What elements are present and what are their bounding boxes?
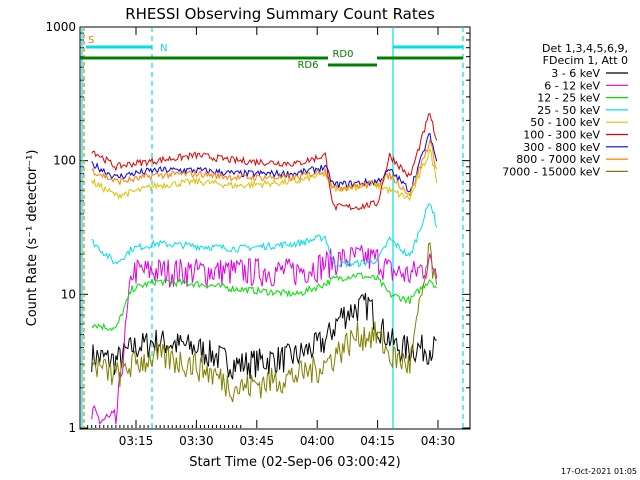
series-line-8 [91,242,438,403]
x-tick-label: 04:15 [360,434,395,448]
legend-header: FDecim 1, Att 0 [543,54,628,67]
legend-header: Det 1,3,4,5,6,9, [542,42,628,55]
y-axis-label: Count Rate (s⁻¹ detector⁻¹) [25,150,40,327]
y-tick-label: 100 [53,154,76,168]
annotation-s: S [88,35,94,46]
legend-label: 6 - 12 keV [544,79,600,92]
legend-label: 12 - 25 keV [537,92,600,105]
series-line-0 [91,292,437,380]
series-line-4 [91,146,438,202]
x-tick-label: 04:00 [300,434,335,448]
y-tick-label: 1 [68,421,76,435]
legend-label: 800 - 7000 keV [516,153,600,166]
y-tick-label: 10 [61,287,76,301]
x-tick-label: 03:30 [179,434,214,448]
series-line-3 [91,203,438,269]
legend-label: 50 - 100 keV [530,116,600,129]
legend-label: 7000 - 15000 keV [502,165,600,178]
x-tick-label: 03:15 [119,434,154,448]
annotation-rd6: RD6 [297,60,318,71]
x-tick-label: 04:30 [421,434,456,448]
series-line-7 [91,138,438,197]
series-line-6 [91,132,438,193]
legend-label: 100 - 300 keV [523,129,600,142]
legend-label: 3 - 6 keV [551,67,600,80]
series-line-1 [91,244,438,425]
annotation-n: N [160,43,167,54]
x-tick-label: 03:45 [240,434,275,448]
annotation-rd0: RD0 [332,49,353,60]
legend-label: 300 - 800 keV [523,141,600,154]
series-line-5 [91,113,438,212]
legend-label: 25 - 50 keV [537,104,600,117]
series-line-2 [91,272,438,332]
plot-frame [79,26,471,430]
timestamp: 17-Oct-2021 01:05 [561,467,637,476]
chart-title: RHESSI Observing Summary Count Rates [125,5,435,23]
x-axis-label: Start Time (02-Sep-06 03:00:42) [189,455,400,470]
y-tick-label: 1000 [45,20,76,34]
